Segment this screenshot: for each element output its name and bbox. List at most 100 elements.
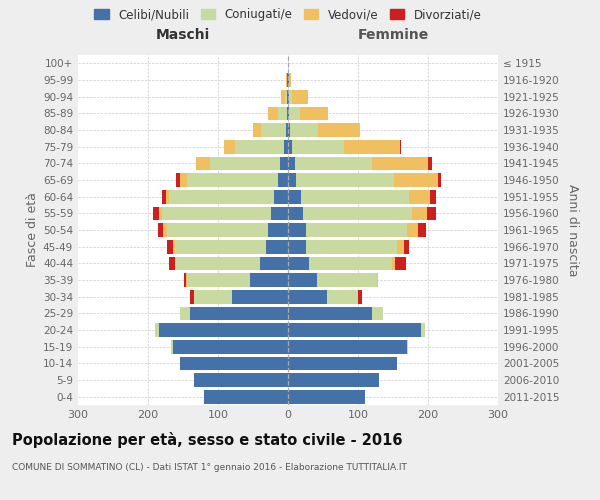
Bar	[287, 90, 288, 104]
Bar	[250, 273, 288, 287]
Bar	[173, 340, 288, 353]
Bar	[288, 373, 379, 387]
Bar	[409, 190, 430, 203]
Bar	[288, 90, 289, 104]
Bar	[296, 173, 394, 187]
Text: COMUNE DI SOMMATINO (CL) - Dati ISTAT 1° gennaio 2016 - Elaborazione TUTTITALIA.: COMUNE DI SOMMATINO (CL) - Dati ISTAT 1°…	[12, 462, 407, 471]
Bar	[288, 190, 301, 203]
Bar	[372, 306, 383, 320]
Bar	[358, 290, 361, 304]
Bar	[292, 90, 308, 104]
Bar	[288, 73, 289, 87]
Bar	[288, 140, 292, 153]
Bar	[287, 73, 288, 87]
Y-axis label: Fasce di età: Fasce di età	[26, 192, 39, 268]
Bar	[190, 306, 288, 320]
Bar	[284, 140, 288, 153]
Bar	[268, 106, 278, 120]
Bar	[232, 290, 288, 304]
Bar	[292, 140, 344, 153]
Bar	[289, 106, 300, 120]
Bar	[427, 206, 436, 220]
Bar	[187, 173, 277, 187]
Bar	[407, 340, 409, 353]
Text: Popolazione per età, sesso e stato civile - 2016: Popolazione per età, sesso e stato civil…	[12, 432, 403, 448]
Bar	[278, 106, 287, 120]
Bar	[289, 90, 292, 104]
Bar	[179, 306, 190, 320]
Bar	[400, 140, 401, 153]
Bar	[169, 190, 274, 203]
Legend: Celibi/Nubili, Coniugati/e, Vedovi/e, Divorziati/e: Celibi/Nubili, Coniugati/e, Vedovi/e, Di…	[94, 8, 482, 22]
Bar	[281, 90, 284, 104]
Bar	[162, 190, 166, 203]
Bar	[326, 290, 358, 304]
Bar	[167, 223, 268, 237]
Bar	[288, 173, 296, 187]
Bar	[290, 123, 318, 137]
Bar	[430, 190, 436, 203]
Bar	[158, 323, 288, 337]
Bar	[155, 323, 158, 337]
Bar	[187, 273, 250, 287]
Bar	[171, 340, 173, 353]
Bar	[372, 156, 428, 170]
Bar	[176, 256, 260, 270]
Bar	[175, 240, 266, 254]
Bar	[301, 190, 409, 203]
Bar	[166, 190, 169, 203]
Bar	[288, 240, 305, 254]
Bar	[153, 206, 158, 220]
Bar	[305, 223, 407, 237]
Bar	[288, 273, 317, 287]
Bar	[288, 390, 365, 404]
Bar	[344, 140, 400, 153]
Bar	[193, 290, 232, 304]
Bar	[304, 206, 412, 220]
Bar	[169, 256, 175, 270]
Bar	[288, 156, 295, 170]
Bar	[317, 273, 377, 287]
Bar	[300, 106, 328, 120]
Bar	[295, 156, 372, 170]
Bar	[186, 273, 187, 287]
Bar	[288, 306, 372, 320]
Bar	[235, 140, 284, 153]
Text: Maschi: Maschi	[156, 28, 210, 42]
Bar	[412, 206, 427, 220]
Bar	[397, 240, 404, 254]
Bar	[158, 206, 162, 220]
Bar	[179, 356, 288, 370]
Bar	[176, 173, 179, 187]
Bar	[190, 290, 193, 304]
Bar	[407, 223, 418, 237]
Bar	[179, 173, 187, 187]
Bar	[288, 290, 326, 304]
Bar	[277, 173, 288, 187]
Bar	[266, 240, 288, 254]
Bar	[268, 223, 288, 237]
Bar	[305, 240, 397, 254]
Bar	[309, 256, 392, 270]
Bar	[260, 256, 288, 270]
Bar	[173, 240, 175, 254]
Bar	[286, 73, 287, 87]
Bar	[167, 240, 173, 254]
Bar	[224, 140, 235, 153]
Bar	[286, 123, 288, 137]
Bar	[392, 256, 395, 270]
Bar	[271, 206, 288, 220]
Bar	[158, 223, 163, 237]
Bar	[196, 156, 209, 170]
Bar	[274, 190, 288, 203]
Bar	[318, 123, 360, 137]
Bar	[288, 340, 407, 353]
Bar	[175, 256, 176, 270]
Bar	[280, 156, 288, 170]
Bar	[287, 106, 288, 120]
Bar	[288, 356, 397, 370]
Bar	[377, 273, 379, 287]
Bar	[262, 123, 286, 137]
Bar	[209, 156, 280, 170]
Bar	[184, 273, 186, 287]
